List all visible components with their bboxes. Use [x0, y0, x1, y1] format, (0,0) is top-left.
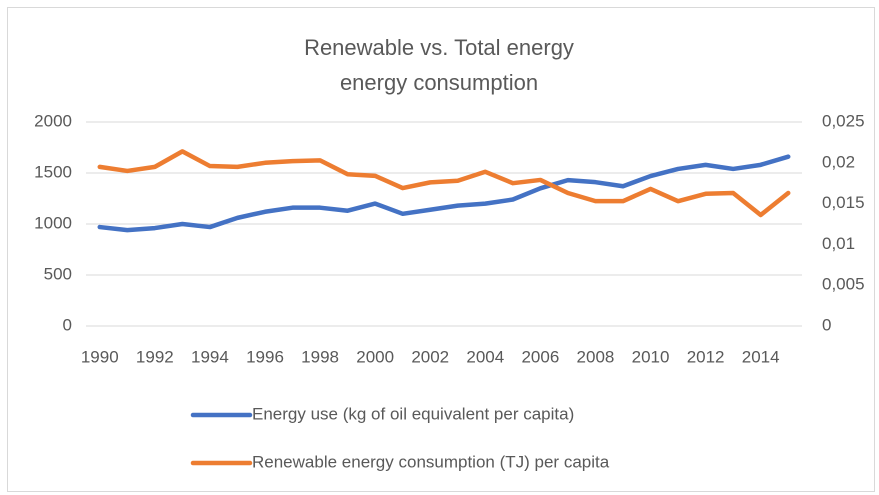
- x-tick-label: 2002: [411, 347, 449, 366]
- y-tick-label: 1000: [34, 213, 72, 232]
- y2-tick-label: 0,025: [822, 111, 865, 130]
- x-tick-label: 2014: [742, 347, 780, 366]
- chart-border: [7, 7, 875, 492]
- x-tick-label: 2000: [356, 347, 394, 366]
- x-tick-label: 1994: [191, 347, 229, 366]
- y-tick-label: 2000: [34, 111, 72, 130]
- chart-title: Renewable vs. Total energy energy consum…: [304, 35, 574, 95]
- y-tick-label: 500: [44, 264, 72, 283]
- y-tick-label: 1500: [34, 162, 72, 181]
- series-line: [97, 149, 791, 218]
- y-tick-label: 0: [63, 315, 72, 334]
- x-tick-label: 1990: [81, 347, 119, 366]
- y2-tick-label: 0,015: [822, 193, 865, 212]
- x-tick-label: 2008: [577, 347, 615, 366]
- x-tick-label: 1996: [246, 347, 284, 366]
- legend-label: Renewable energy consumption (TJ) per ca…: [252, 452, 610, 471]
- x-tick-label: 2004: [466, 347, 504, 366]
- legend-label: Energy use (kg of oil equivalent per cap…: [252, 404, 574, 423]
- x-tick-label: 1992: [136, 347, 174, 366]
- series-line: [97, 154, 791, 233]
- x-tick-label: 1998: [301, 347, 339, 366]
- y2-tick-label: 0,02: [822, 152, 855, 171]
- x-tick-label: 2012: [687, 347, 725, 366]
- x-tick-label: 2010: [632, 347, 670, 366]
- y2-tick-label: 0,01: [822, 234, 855, 253]
- y2-tick-label: 0: [822, 315, 831, 334]
- x-tick-label: 2006: [521, 347, 559, 366]
- y2-tick-label: 0,005: [822, 275, 865, 294]
